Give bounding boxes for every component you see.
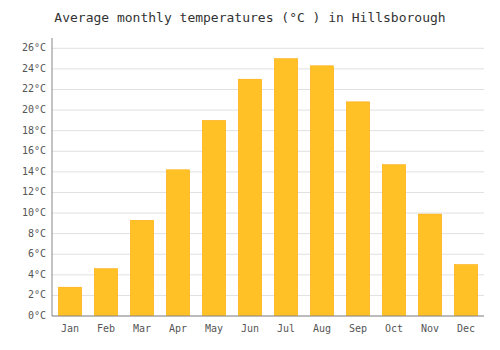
bar: [202, 120, 225, 316]
x-tick-label: Nov: [421, 323, 439, 334]
bar: [418, 214, 441, 316]
x-tick-label: Jul: [277, 323, 295, 334]
y-tick-label: 0°C: [28, 310, 46, 321]
x-tick-label: Dec: [457, 323, 475, 334]
x-axis: Jan Feb Mar Apr May Jun Jul Aug Sep Oct Nov Dec: [52, 316, 484, 334]
bar: [454, 265, 477, 316]
grid-line: [52, 316, 484, 317]
y-tick-label: 4°C: [28, 269, 46, 280]
y-tick-label: 6°C: [28, 248, 46, 259]
bar: [274, 59, 297, 316]
grid-line: [52, 192, 484, 193]
y-tick-label: 10°C: [22, 207, 46, 218]
title: Average monthly temperatures (°C ) in Hi…: [54, 10, 445, 25]
bar: [58, 287, 81, 316]
x-tick-label: Feb: [97, 323, 115, 334]
bar: [238, 79, 261, 316]
bar: [346, 102, 369, 316]
y-tick-label: 18°C: [22, 125, 46, 136]
bars: [58, 59, 477, 316]
x-tick-label: Jan: [61, 323, 79, 334]
chart-container: 0°C 2°C 4°C 6°C 8°C 10°C 12°C 14°C 16°C 18°C 20°C 2…: [0, 0, 500, 350]
y-tick-label: 8°C: [28, 228, 46, 239]
x-tick-label: May: [205, 323, 223, 334]
x-tick-label: Mar: [133, 323, 151, 334]
x-tick-label: Apr: [169, 323, 187, 334]
bar: [382, 165, 405, 316]
grid-line: [52, 110, 484, 111]
bar: [310, 66, 333, 316]
y-tick-label: 2°C: [28, 289, 46, 300]
x-axis-line: [52, 316, 484, 317]
grid-line: [52, 151, 484, 152]
y-tick-label: 14°C: [22, 166, 46, 177]
grid-line: [52, 171, 484, 172]
y-tick-label: 12°C: [22, 186, 46, 197]
y-tick-label: 22°C: [22, 83, 46, 94]
bar: [130, 220, 153, 316]
x-tick-label: Oct: [385, 323, 403, 334]
y-tick-label: 26°C: [22, 42, 46, 53]
grid-line: [52, 213, 484, 214]
y-tick-label: 16°C: [22, 145, 46, 156]
x-tick-label: Jun: [241, 323, 259, 334]
grid-line: [52, 48, 484, 49]
y-axis: 0°C 2°C 4°C 6°C 8°C 10°C 12°C 14°C 16°C 18°C 20°C 2…: [22, 38, 52, 321]
y-tick-label: 20°C: [22, 104, 46, 115]
grid-line: [52, 130, 484, 131]
grid-line: [52, 68, 484, 69]
x-tick-label: Sep: [349, 323, 367, 334]
bar: [94, 269, 117, 316]
grid-line: [52, 89, 484, 90]
y-tick-label: 24°C: [22, 63, 46, 74]
grid: [52, 48, 484, 316]
x-tick-label: Aug: [313, 323, 331, 334]
y-axis-line: [52, 38, 53, 316]
chart: 0°C 2°C 4°C 6°C 8°C 10°C 12°C 14°C 16°C 18°C 20°C 2…: [0, 0, 500, 350]
bar: [166, 170, 189, 316]
